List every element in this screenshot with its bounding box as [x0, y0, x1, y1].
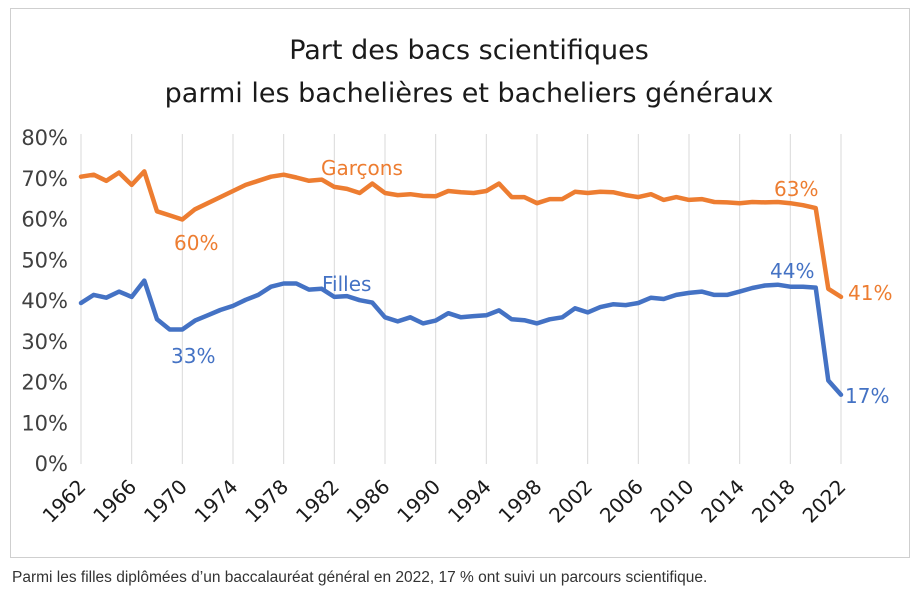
- y-tick-label: 10%: [21, 411, 68, 435]
- annotation-garcons-63: 63%: [774, 177, 818, 201]
- x-tick-label: 1986: [342, 475, 395, 528]
- y-tick-label: 20%: [21, 371, 68, 395]
- x-tick-label: 2006: [595, 475, 648, 528]
- annotation-garcons-41: 41%: [848, 281, 892, 305]
- x-tick-label: 2022: [798, 475, 851, 528]
- x-tick-label: 2018: [747, 475, 800, 528]
- y-axis-ticks: 0% 10% 20% 30% 40% 50% 60% 70% 80%: [21, 126, 68, 476]
- chart-title-line-2: parmi les bachelières et bacheliers géné…: [165, 78, 774, 109]
- series-line-garcons: [78, 169, 844, 300]
- x-tick-label: 1966: [88, 475, 141, 528]
- chart-title-line-1: Part des bacs scientifiques: [289, 35, 649, 66]
- series-line-filles: [78, 278, 844, 397]
- y-tick-label: 80%: [21, 126, 68, 150]
- annotation-filles-17: 17%: [845, 384, 889, 408]
- x-tick-label: 2014: [696, 475, 749, 528]
- annotation-filles-label: Filles: [322, 272, 371, 296]
- x-tick-label: 1994: [443, 475, 496, 528]
- grid-layer: [80, 134, 842, 464]
- annotation-garcons-label: Garçons: [321, 156, 403, 180]
- line-chart: Part des bacs scientifiques parmi les ba…: [21, 35, 892, 528]
- chart-frame: Part des bacs scientifiques parmi les ba…: [10, 8, 910, 558]
- x-tick-label: 1970: [139, 475, 192, 528]
- series-layer: [78, 169, 844, 397]
- annotation-garcons-60: 60%: [174, 231, 218, 255]
- y-tick-label: 30%: [21, 330, 68, 354]
- x-tick-label: 1962: [38, 475, 91, 528]
- annotation-filles-44: 44%: [770, 259, 814, 283]
- y-tick-label: 40%: [21, 289, 68, 313]
- y-tick-label: 60%: [21, 208, 68, 232]
- x-tick-label: 2002: [544, 475, 597, 528]
- x-tick-label: 1982: [291, 475, 344, 528]
- y-tick-label: 70%: [21, 167, 68, 191]
- x-tick-label: 1974: [190, 475, 243, 528]
- annotations: Garçons 60% 63% 41% Filles 33% 44% 17%: [171, 156, 892, 408]
- x-tick-label: 1990: [392, 475, 445, 528]
- annotation-filles-33: 33%: [171, 344, 215, 368]
- x-axis-ticks: 1962196619701974197819821986199019941998…: [38, 475, 851, 528]
- figure-caption: Parmi les filles diplômées d’un baccalau…: [12, 569, 708, 586]
- y-tick-label: 50%: [21, 248, 68, 272]
- x-tick-label: 1998: [494, 475, 547, 528]
- x-tick-label: 2010: [646, 475, 699, 528]
- x-tick-label: 1978: [240, 475, 293, 528]
- y-tick-label: 0%: [35, 452, 68, 476]
